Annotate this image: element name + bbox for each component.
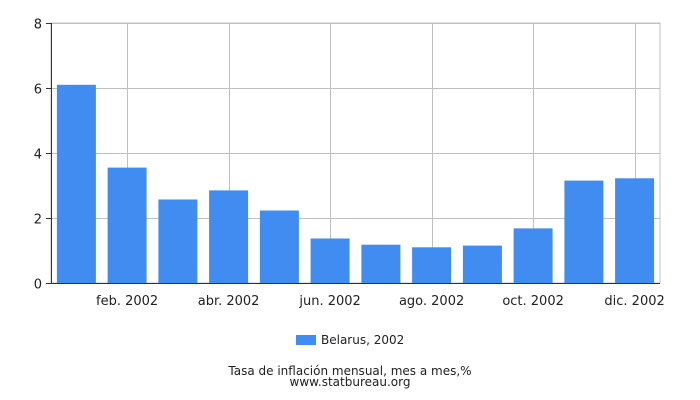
bar — [310, 238, 350, 283]
y-tick-label: 0 — [34, 278, 42, 293]
y-tick-label: 2 — [34, 213, 42, 228]
legend: Belarus, 2002 — [296, 333, 404, 347]
y-tick-label: 6 — [34, 83, 42, 98]
bar — [513, 228, 553, 283]
bar-chart: 0 2 4 6 8 feb. 2002 abr. 2002 jun. 2002 ago. 200… — [34, 18, 665, 310]
y-tick-label: 4 — [34, 148, 42, 163]
chart-caption: Tasa de inflación mensual, mes a mes,% — [228, 364, 472, 378]
x-tick-label: feb. 2002 — [96, 294, 158, 309]
legend-swatch — [296, 335, 316, 345]
legend-label: Belarus, 2002 — [321, 333, 405, 347]
x-tick-label: oct. 2002 — [502, 294, 564, 309]
bar — [56, 84, 96, 284]
bar — [412, 247, 452, 284]
bar — [615, 178, 655, 283]
x-tick-label: ago. 2002 — [399, 294, 464, 309]
bar — [209, 190, 249, 283]
x-tick-label: abr. 2002 — [198, 294, 260, 309]
x-tick-label: dic. 2002 — [604, 294, 664, 309]
source-url: www.statbureau.org — [289, 375, 411, 389]
x-tick-label: jun. 2002 — [298, 294, 360, 309]
bar — [564, 180, 604, 283]
bar — [462, 245, 502, 283]
bar — [361, 244, 401, 283]
bar — [259, 210, 299, 283]
bar — [158, 199, 198, 283]
y-tick-label: 8 — [34, 18, 42, 33]
bar — [107, 167, 147, 283]
